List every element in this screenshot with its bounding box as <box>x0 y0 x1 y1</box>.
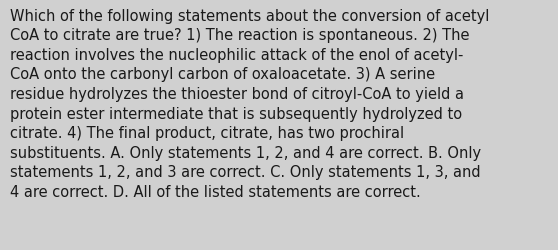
Text: Which of the following statements about the conversion of acetyl
CoA to citrate : Which of the following statements about … <box>10 9 489 199</box>
